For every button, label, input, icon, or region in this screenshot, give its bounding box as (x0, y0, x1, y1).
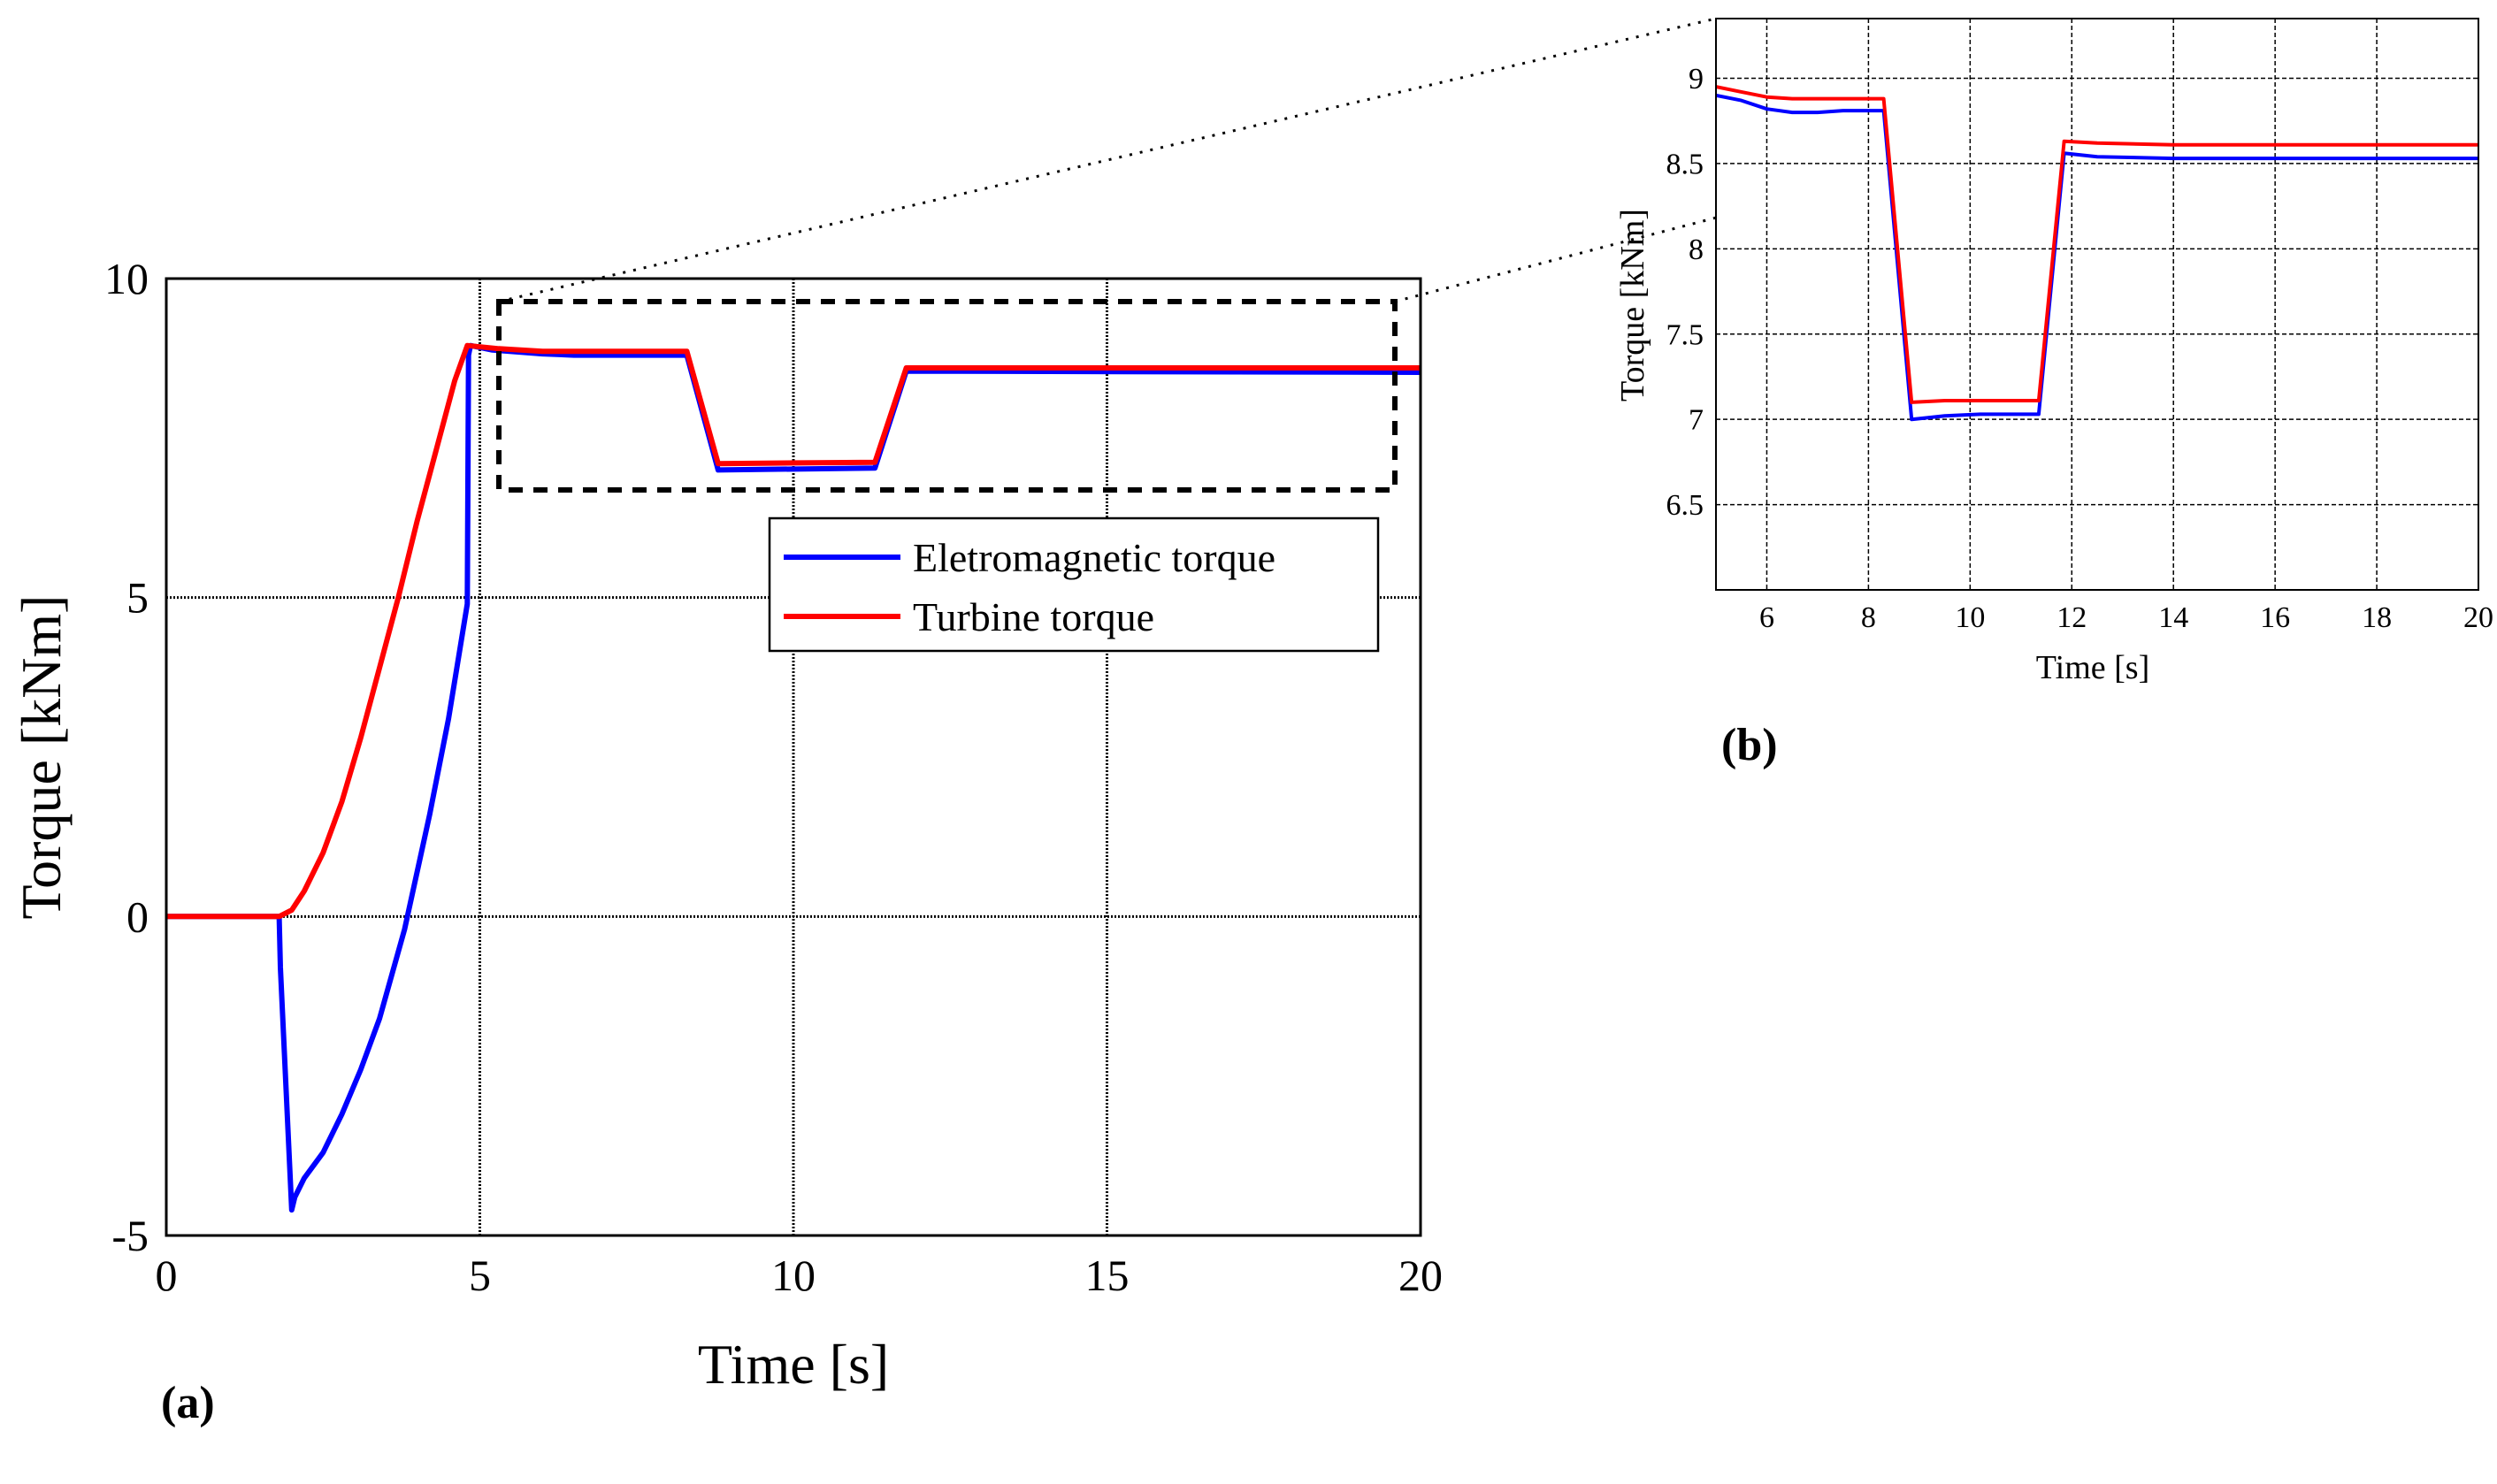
legend: Eletromagnetic torque Turbine torque (768, 516, 1380, 653)
panel-b-chart: 6 8 10 12 14 16 18 20 6.5 7 7.5 8 8.5 9 Time [s] Tor… (1614, 18, 2493, 770)
panel-a-y-axis-label: Torque [kNm] (10, 595, 73, 920)
panel-a-x-tick-label: 10 (771, 1251, 816, 1300)
legend-box (768, 516, 1380, 653)
panel-b-x-tick-label: 14 (2158, 601, 2188, 634)
panel-a-y-tick-label: 0 (126, 891, 149, 941)
panel-a-label: (a) (161, 1378, 215, 1428)
panel-a-y-tick-label: -5 (111, 1211, 149, 1260)
panel-b-x-tick-label: 18 (2362, 601, 2392, 634)
panel-b-x-tick-label: 16 (2260, 601, 2290, 634)
panel-a-y-tick-label: 5 (126, 573, 149, 623)
panel-b-label: (b) (1721, 720, 1778, 770)
panel-b-x-tick-label: 20 (2463, 601, 2493, 634)
panel-b-x-ticks: 6 8 10 12 14 16 18 20 (1759, 601, 2493, 634)
panel-b-x-tick-label: 12 (2057, 601, 2087, 634)
panel-b-x-tick-label: 6 (1759, 601, 1774, 634)
zoom-connector-top (498, 17, 1717, 303)
panel-b-axes-frame (1715, 18, 2479, 591)
panel-b-plot-area (1716, 19, 2478, 590)
panel-a-y-tick-label: 10 (104, 254, 149, 303)
panel-a-x-tick-label: 20 (1398, 1251, 1443, 1300)
panel-b-y-axis-label: Torque [kNm] (1614, 209, 1651, 402)
legend-label-eletromagnetic: Eletromagnetic torque (913, 535, 1275, 580)
panel-a-x-tick-label: 0 (156, 1251, 178, 1300)
panel-b-y-tick-label: 8 (1689, 233, 1704, 266)
panel-a-series-turbine-torque (166, 342, 1421, 920)
panel-b-y-tick-label: 9 (1689, 63, 1704, 96)
panel-b-y-tick-label: 7 (1689, 404, 1704, 437)
legend-label-turbine: Turbine torque (913, 594, 1154, 639)
panel-a-x-tick-label: 15 (1085, 1251, 1130, 1300)
panel-a-x-tick-label: 5 (469, 1251, 491, 1300)
panel-b-y-ticks: 6.5 7 7.5 8 8.5 9 (1666, 63, 1704, 522)
panel-b-y-tick-label: 7.5 (1666, 318, 1704, 351)
panel-b-x-tick-label: 8 (1861, 601, 1876, 634)
panel-a-axes-frame (165, 277, 1422, 1237)
panel-b-series-eletromagnetic-torque (1716, 93, 2478, 422)
panel-b-x-tick-label: 10 (1955, 601, 1985, 634)
panel-b-series (1716, 85, 2478, 422)
panel-a-series (166, 342, 1421, 1213)
panel-a-x-ticks: 0 5 10 15 20 (156, 1251, 1444, 1300)
panel-b-y-tick-label: 6.5 (1666, 489, 1704, 522)
panel-a-y-ticks: -5 0 5 10 (104, 254, 149, 1260)
panel-b-grid (1716, 19, 2478, 590)
panel-a-x-axis-label: Time [s] (698, 1333, 889, 1396)
panel-b-y-tick-label: 8.5 (1666, 148, 1704, 180)
panel-b-x-axis-label: Time [s] (2036, 649, 2149, 686)
panel-b-series-turbine-torque (1716, 85, 2478, 404)
zoom-box (496, 299, 1398, 493)
